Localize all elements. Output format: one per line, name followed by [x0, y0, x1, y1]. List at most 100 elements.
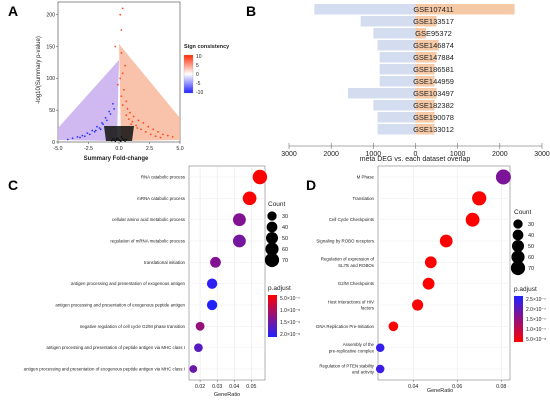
panel-a-legend-tick-label: -10 [196, 90, 203, 96]
panel-d-size-legend-dot [510, 260, 526, 276]
panel-c-size-legend: 30 40 50 60 70 [264, 211, 288, 268]
panel-a-point [115, 138, 118, 141]
panel-a-point [71, 137, 74, 140]
panel-c-x-tick-label: 0.04 [229, 384, 239, 390]
panel-d-term-label: Signaling by ROBO receptors [316, 239, 374, 244]
panel-b-dataset-label: GSE182382 [413, 101, 454, 110]
panel-d-term-label: Assembly of the pre-replicative complex [329, 342, 375, 353]
panel-d-x-ticks: 0.04 0.06 0.08 [408, 380, 506, 390]
panel-b-x-tick-label: 3000 [534, 151, 550, 158]
panel-c-dot [195, 321, 205, 331]
panel-a-point [125, 138, 128, 141]
panel-d-colorbar-ticks: 2.5×10⁻⁷ 2.0×10⁻⁷ 1.5×10⁻⁷ 1.0×10⁻⁷ 5.0×10⁻⁸ [523, 297, 546, 343]
panel-d-dot [424, 256, 437, 269]
panel-a-point [129, 111, 131, 114]
panel-a-y-tick-label: 200 [46, 13, 55, 19]
panel-c-term-labels: RNA catabolic process mRNA catabolic proc… [24, 175, 186, 372]
panel-d-term-label: Host Interactions of HIV factors [328, 299, 375, 310]
panel-a-point [124, 64, 126, 67]
panel-d-term-label: Regulation of PTEN stability and activity [319, 363, 374, 374]
panel-d-dot [375, 364, 385, 374]
panel-b-dataset-label: GSE190078 [413, 113, 454, 122]
panel-d-dot [412, 299, 424, 311]
panel-a-point [140, 128, 142, 131]
panel-d-colorbar-tick-label: 5.0×10⁻⁸ [526, 337, 546, 343]
panel-a-point [131, 120, 134, 123]
panel-a-point [120, 52, 123, 54]
panel-d-size-legend-label: 30 [528, 222, 534, 228]
panel-a-point [76, 136, 79, 138]
panel-a-point [130, 123, 133, 126]
panel-c-colorbar-tick-label: 2.0×10⁻⁶ [280, 332, 300, 338]
panel-b-bar-left [348, 88, 416, 99]
panel-a-point [147, 125, 150, 128]
panel-c-size-legend-dot [265, 231, 279, 245]
panel-b-bar-right [415, 16, 437, 27]
panel-a-point [122, 138, 124, 140]
panel-d-colorbar-tick-label: 2.0×10⁻⁷ [526, 307, 546, 313]
panel-a-point [98, 127, 101, 129]
panel-b-bar-left [377, 112, 416, 123]
panel-a-point [137, 119, 140, 122]
panel-b-bar-left [373, 100, 416, 111]
panel-b-bar-left [379, 52, 416, 63]
panel-b-bar-right [415, 4, 515, 15]
panel-a-point [124, 140, 126, 143]
panel-a-point [125, 100, 128, 103]
panel-d-colorbar [514, 296, 523, 342]
panel-c-colorbar-tick-label: 1.0×10⁻⁶ [280, 308, 300, 314]
panel-a-point [83, 135, 86, 138]
panel-b-bar-left [379, 76, 416, 87]
panel-b-x-axis-label: meta DEG vs. each dataset overlap [360, 156, 471, 163]
panel-c-dot-plot: RNA catabolic process mRNA catabolic proc… [24, 165, 300, 398]
panel-c-term-label: antigen processing and presentation of e… [71, 281, 186, 286]
panel-a-legend-tick-label: 0 [196, 72, 199, 78]
panel-d-colorbar-tick-label: 1.5×10⁻⁷ [526, 317, 546, 323]
panel-d-term-labels: M Phase Translation Cell Cycle Checkpoints… [316, 175, 375, 375]
panel-a-volcano-plot: Summary Fold-change -log10(Summary p-val… [36, 1, 230, 162]
panel-d-term-label-line: Host Interactions of HIV [328, 299, 374, 304]
panel-c-term-label: antigen processing and presentation of e… [24, 367, 185, 372]
panel-c-size-legend-dot [264, 252, 280, 268]
panel-b-dataset-label: GSE103497 [413, 89, 454, 98]
panel-b-dataset-label: GSE146874 [413, 41, 454, 50]
panel-d-size-legend-label: 70 [528, 266, 534, 272]
panel-c-size-legend-dot [266, 221, 278, 233]
panel-a-point [118, 139, 120, 141]
panel-c-size-legend-dot [267, 211, 277, 221]
panel-d-size-legend: 30 40 50 60 70 [510, 219, 534, 276]
panel-d-size-legend-dot [511, 239, 525, 253]
panel-d-gridlines [378, 166, 510, 380]
panel-d-term-label-line: SLITs and ROBOs [338, 263, 375, 268]
panel-d-dot [439, 234, 453, 248]
panel-a-point [108, 110, 111, 113]
panel-letter-b: B [246, 3, 256, 19]
panel-a-point [91, 129, 94, 132]
panel-d-x-axis-label: GeneRatio [427, 388, 453, 394]
panel-c-term-label: regulation of mRNA metabolic process [110, 239, 185, 244]
panel-c-dot [232, 213, 246, 227]
panel-c-x-tick-label: 0.03 [212, 384, 222, 390]
panel-d-term-label: DNA Replication Pre-Initiation [316, 324, 374, 329]
panel-a-point [152, 128, 155, 131]
panel-c-size-legend-label: 60 [282, 247, 288, 253]
panel-d-plot-frame [377, 165, 511, 381]
panel-b-dataset-label: GSE186581 [413, 65, 454, 74]
panel-d-size-legend-dot [512, 229, 524, 241]
panel-a-point [112, 138, 114, 140]
panel-d-term-label: M Phase [357, 175, 375, 180]
panel-c-term-label: cellular amino acid metabolic process [112, 217, 186, 222]
panel-a-point [114, 45, 117, 48]
panel-b-bar-right [415, 28, 427, 39]
panel-a-point [120, 136, 123, 138]
panel-c-size-legend-label: 30 [282, 214, 288, 220]
panel-d-term-label-line: Regulation of PTEN stability [319, 363, 374, 368]
panel-a-point [113, 139, 115, 141]
panel-b-bar-right [415, 124, 435, 135]
panel-b-bar-left [377, 40, 416, 51]
panel-a-point [159, 136, 162, 139]
panel-a-point [171, 136, 174, 138]
panel-b-bar-right [415, 100, 435, 111]
panel-d-term-label-line: Assembly of the [343, 342, 375, 347]
panel-a-points [66, 7, 174, 143]
